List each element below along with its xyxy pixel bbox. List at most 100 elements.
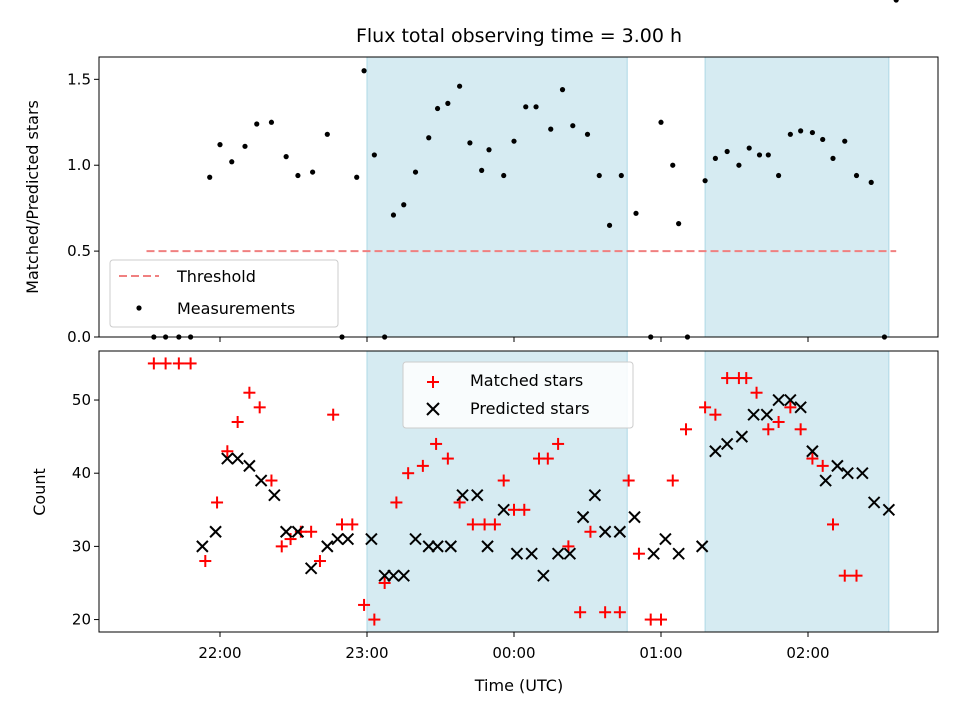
measurement-point [893,0,899,3]
x-tick-label: 23:00 [345,644,388,662]
predicted-star-point [628,510,641,524]
measurement-point [670,162,676,168]
predicted-star-point [794,401,807,414]
predicted-star-point [409,532,422,546]
matched-star-point [772,415,785,428]
measurement-point [371,152,377,158]
predicted-star-point [422,540,435,553]
measurement-point [445,100,451,106]
measurement-point [523,104,529,110]
matched-star-point [740,372,753,385]
predicted-star-point [378,569,391,582]
matched-star-point [666,474,679,487]
predicted-star-point [456,488,469,502]
predicted-star-point [365,532,378,546]
predicted-star-point [598,525,612,538]
measurement-point [295,172,301,179]
predicted-star-point [243,459,256,473]
predicted-star-point [563,547,577,560]
predicted-star-point [279,525,293,538]
measurement-point [486,147,492,153]
matched-star-point [518,503,531,516]
predicted-star-point [397,569,410,582]
predicted-stars-points [196,393,896,582]
matched-star-point [762,423,775,436]
predicted-star-point [321,540,334,553]
measurement-point [434,105,441,112]
measurement-point [533,104,539,110]
matched-star-point [794,423,807,436]
measurement-point [324,131,330,137]
count-panel: 20 30 40 50 22:00 23:00 00:00 01:00 02:00 Count… [30,350,939,695]
measurement-point [268,119,275,125]
matched-star-point [552,437,565,450]
matched-star-point [221,445,234,458]
measurement-point [501,172,507,179]
predicted-star-point [551,547,565,560]
predicted-star-point [772,393,785,407]
measurement-point [412,169,419,175]
predicted-star-point [882,503,896,517]
count-x-ticks: 22:00 23:00 00:00 01:00 02:00 [198,632,830,662]
measurement-point [479,167,485,173]
measurement-point [229,159,235,165]
predicted-star-point [647,547,660,560]
measurement-point [712,155,718,161]
predicted-star-point [841,466,854,480]
predicted-star-point [331,532,344,546]
y-tick-label: 0.5 [67,242,91,260]
matched-star-point [599,606,612,619]
x-tick-label: 01:00 [639,644,682,662]
matched-star-point [508,503,520,516]
matched-star-point [327,408,340,421]
matched-star-point [488,518,501,531]
predicted-star-point [831,459,844,473]
matched-star-point [159,357,172,370]
measurement-point [736,162,742,168]
x-tick-label: 00:00 [492,644,535,662]
measurement-point [830,155,836,161]
matched-star-point [199,555,212,568]
chart-title: Flux total observing time = 3.00 h [356,25,682,47]
predicted-star-point [613,525,627,538]
predicted-star-point [720,437,734,451]
measurement-point [606,222,613,228]
measurement-point [401,202,407,208]
measurements-legend-swatch [136,305,142,311]
measurement-point [361,68,367,74]
shaded-interval-0 [366,56,628,338]
predicted-star-point [444,540,457,553]
count-panel-frame [98,350,939,633]
matched-star-point [313,555,326,568]
predicted-star-point [695,540,709,553]
y-tick-label: 40 [72,464,91,482]
y-tick-label: 0.0 [67,328,91,346]
matched-star-point [562,540,575,553]
measurement-point [633,210,639,216]
matched-star-point [416,459,429,472]
measurement-point [511,138,517,144]
measurement-point [676,221,682,227]
predicted-star-point [510,547,524,560]
ratio-legend: Threshold Measurements [109,259,339,328]
matched-star-point [699,401,712,414]
y-tick-label: 1.5 [67,70,91,88]
measurement-point [426,135,432,141]
matched-star-point [750,386,763,399]
predicted-star-point [291,525,305,538]
predicted-star-point [268,488,281,502]
matched-legend-label: Matched stars [470,371,583,390]
predicted-star-point [576,510,590,524]
predicted-star-point [471,488,484,502]
predicted-legend-label: Predicted stars [470,399,590,418]
measurement-point [217,142,223,148]
measurement-point [658,119,664,125]
measurements-legend-label: Measurements [177,299,295,318]
measurement-point [207,174,213,180]
measurement-point [559,87,566,93]
matched-star-point [806,452,819,465]
matched-star-point [211,496,224,509]
measurement-point [702,178,708,184]
matched-star-point [275,540,288,553]
measurement-point [868,179,874,185]
